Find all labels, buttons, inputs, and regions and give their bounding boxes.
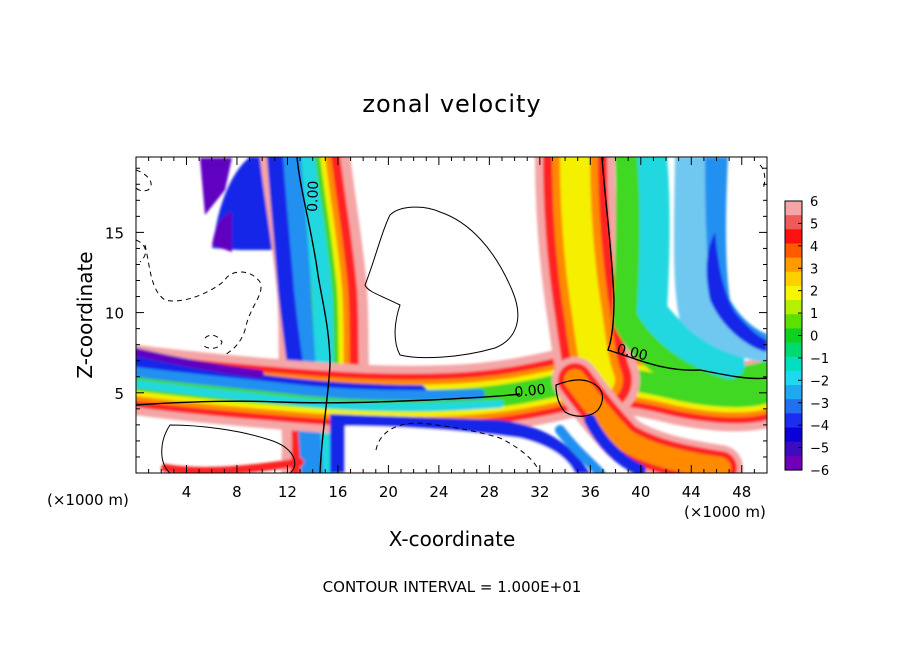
field-plume-right [706,232,767,352]
y-tick-label: 5 [114,385,124,403]
colorbar-swatch [785,257,802,273]
contour-label-left: 0.00 [305,180,322,212]
contour-label-right: 0.00 [615,341,649,364]
colorbar-swatch [785,413,802,429]
colorbar-tick-label: −6 [810,464,829,479]
field-band-horizontal [136,380,504,411]
contour-zero-loop [555,379,604,417]
colorbar [784,200,803,471]
colorbar-swatch [785,285,802,301]
contour-negative [136,239,146,263]
field-plume-right [560,157,615,395]
colorbar-tick-label: 2 [810,285,818,300]
field-branch-lower-right [555,425,605,473]
colorbar-swatch [785,427,802,443]
colorbar-tick-label: 4 [810,240,818,255]
velocity-field [136,157,767,473]
x-tick-label: 16 [328,483,347,501]
x-tick-label: 20 [379,483,398,501]
colorbar-swatch [785,356,802,372]
colorbar-tick-label: 1 [810,307,818,322]
colorbar-swatch [785,229,802,245]
x-axis-label: X-coordinate [389,527,516,551]
colorbar-swatch [785,370,802,386]
contour-negative [759,164,766,191]
y-tick-label: 15 [105,224,124,242]
contour-lines [136,157,767,473]
field-region [200,158,232,215]
colorbar-tick-label: 6 [810,195,818,210]
colorbar-tick-label: −4 [810,419,829,434]
field-plume-right [674,157,767,362]
colorbar-tick-label: −1 [810,352,829,367]
colorbar-tick-label: 3 [810,262,818,277]
contour-negative [136,169,152,192]
field-band-horizontal [136,348,264,378]
colorbar-tick-label: −5 [810,442,829,457]
contour-label-center: 0.00 [514,382,547,401]
field-streak-bottom-left [161,458,304,473]
x-tick-label: 12 [278,483,297,501]
x-tick-label: 8 [232,483,242,501]
field-region-lower [345,426,575,473]
colorbar-tick-label: −2 [810,374,829,389]
field-branch-lower-right [564,369,731,473]
contour-negative [375,422,541,473]
colorbar-swatch [785,271,802,287]
x-tick-label: 28 [480,483,499,501]
colorbar-tick-label: 0 [810,330,818,345]
colorbar-labels: 6 5 4 3 2 1 0 −1 −2 −3 −4 −5 −6 [810,195,829,479]
contour-zero-plume [296,157,331,473]
colorbar-swatch [785,314,802,330]
y-axis-label: Z-coordinate [73,251,97,378]
contour-labels: 0.00 0.00 0.00 [305,180,649,401]
x-tick-label: 4 [182,483,192,501]
x-tick-label: 24 [429,483,448,501]
contour-negative [144,244,262,356]
colorbar-tick-label: −3 [810,397,829,412]
colorbar-swatch [785,455,802,471]
colorbar-swatch [785,399,802,414]
colorbar-swatch [785,215,802,230]
field-plume-right [613,157,767,398]
x-tick-label: 48 [732,483,751,501]
contour-zero-band [136,393,521,406]
axis-ticks [136,157,767,473]
colorbar-swatch [785,243,802,259]
colorbar-swatch [785,441,802,457]
colorbar-tick-label: 5 [810,217,818,232]
chart-title: zonal velocity [362,90,541,118]
colorbar-swatch [785,328,802,344]
y-tick-label: 10 [105,305,124,323]
field-plume-left [295,157,337,473]
x-tick-label: 36 [581,483,600,501]
colorbar-swatch [785,201,802,216]
contour-zero-right [601,157,767,380]
contour-positive-lower-left [161,424,296,473]
plot-area [136,157,767,473]
field-branch-lower-right [584,414,646,473]
x-unit-label-left: (×1000 m) [47,491,129,509]
colorbar-swatch [785,342,802,358]
x-tick-label: 44 [682,483,701,501]
contour-interval-note: CONTOUR INTERVAL = 1.000E+01 [323,578,582,596]
contour-negative [201,334,223,349]
x-unit-label-right: (×1000 m) [684,503,766,521]
colorbar-swatch [785,300,802,315]
contour-positive-center [364,206,519,359]
field-plume-right [637,157,745,379]
colorbar-swatch [785,385,802,400]
field-region [212,212,232,252]
x-tick-label: 32 [530,483,549,501]
x-tick-label: 40 [631,483,650,501]
field-band-horizontal [136,367,485,401]
